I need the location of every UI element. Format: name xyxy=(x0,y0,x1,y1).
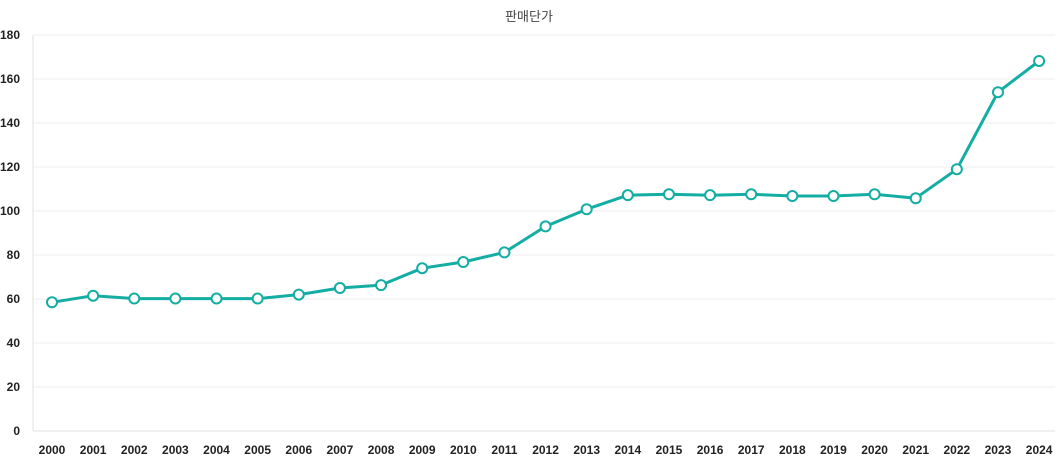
data-point-2000[interactable] xyxy=(46,296,58,309)
data-point-2010[interactable] xyxy=(457,256,470,269)
data-point-2019[interactable] xyxy=(827,190,840,203)
x-tick-label: 2002 xyxy=(121,443,148,457)
x-tick-label: 2011 xyxy=(491,443,517,457)
x-tick-label: 2017 xyxy=(738,443,765,457)
data-point-2020[interactable] xyxy=(868,188,881,201)
series-layer xyxy=(46,54,1046,309)
x-axis-ticks: 2000 2001 2002 2003 2004 2005 2006 2007 2008 2009… xyxy=(39,443,1053,457)
x-tick-label: 2006 xyxy=(285,443,312,457)
data-point-2022[interactable] xyxy=(950,163,963,176)
data-point-2015[interactable] xyxy=(662,188,675,201)
x-tick-label: 2024 xyxy=(1026,443,1053,457)
x-tick-label: 2023 xyxy=(985,443,1012,457)
y-tick-label: 0 xyxy=(13,424,20,438)
x-tick-label: 2015 xyxy=(656,443,683,457)
x-tick-label: 2010 xyxy=(450,443,477,457)
x-tick-label: 2008 xyxy=(368,443,395,457)
x-tick-label: 2001 xyxy=(80,443,107,457)
x-tick-label: 2021 xyxy=(902,443,929,457)
data-point-2018[interactable] xyxy=(786,190,799,203)
data-point-2008[interactable] xyxy=(375,279,388,292)
data-point-2021[interactable] xyxy=(909,192,922,205)
y-tick-label: 20 xyxy=(7,380,21,394)
y-tick-label: 160 xyxy=(0,72,20,86)
x-tick-label: 2016 xyxy=(697,443,724,457)
data-point-2014[interactable] xyxy=(621,189,634,202)
x-tick-label: 2014 xyxy=(614,443,641,457)
data-point-2005[interactable] xyxy=(251,292,264,305)
grid-lines xyxy=(32,34,1055,432)
data-point-2009[interactable] xyxy=(416,262,429,275)
data-point-2002[interactable] xyxy=(128,292,141,305)
x-tick-label: 2007 xyxy=(327,443,354,457)
data-point-2001[interactable] xyxy=(87,289,100,302)
y-tick-label: 60 xyxy=(7,292,21,306)
x-tick-label: 2000 xyxy=(39,443,66,457)
data-point-2023[interactable] xyxy=(991,86,1004,99)
data-point-2007[interactable] xyxy=(333,282,346,294)
data-point-2017[interactable] xyxy=(745,188,758,201)
x-tick-label: 2004 xyxy=(203,443,230,457)
data-point-2003[interactable] xyxy=(169,292,182,305)
x-tick-label: 2022 xyxy=(944,443,971,457)
x-tick-label: 2005 xyxy=(244,443,271,457)
data-point-2006[interactable] xyxy=(292,288,305,301)
y-tick-label: 80 xyxy=(7,248,21,262)
x-tick-label: 2020 xyxy=(861,443,888,457)
y-tick-label: 140 xyxy=(0,116,20,130)
y-tick-label: 40 xyxy=(7,336,21,350)
x-tick-label: 2012 xyxy=(532,443,559,457)
y-axis-ticks: 0 20 40 60 80 100 120 140 160 180 xyxy=(0,28,20,438)
data-point-2013[interactable] xyxy=(580,203,593,216)
x-tick-label: 2013 xyxy=(573,443,600,457)
y-tick-label: 120 xyxy=(0,160,20,174)
x-tick-label: 2009 xyxy=(409,443,436,457)
x-tick-label: 2003 xyxy=(162,443,189,457)
data-point-2012[interactable] xyxy=(539,220,552,233)
data-point-2004[interactable] xyxy=(210,292,223,305)
chart-title: 판매단가 xyxy=(505,10,553,25)
data-point-2016[interactable] xyxy=(704,189,717,202)
x-tick-label: 2019 xyxy=(820,443,847,457)
y-tick-label: 100 xyxy=(0,204,20,218)
data-point-2011[interactable] xyxy=(498,246,511,259)
series-line xyxy=(50,59,1041,304)
y-tick-label: 180 xyxy=(0,28,20,42)
x-tick-label: 2018 xyxy=(779,443,806,457)
data-point-2024[interactable] xyxy=(1033,54,1046,67)
